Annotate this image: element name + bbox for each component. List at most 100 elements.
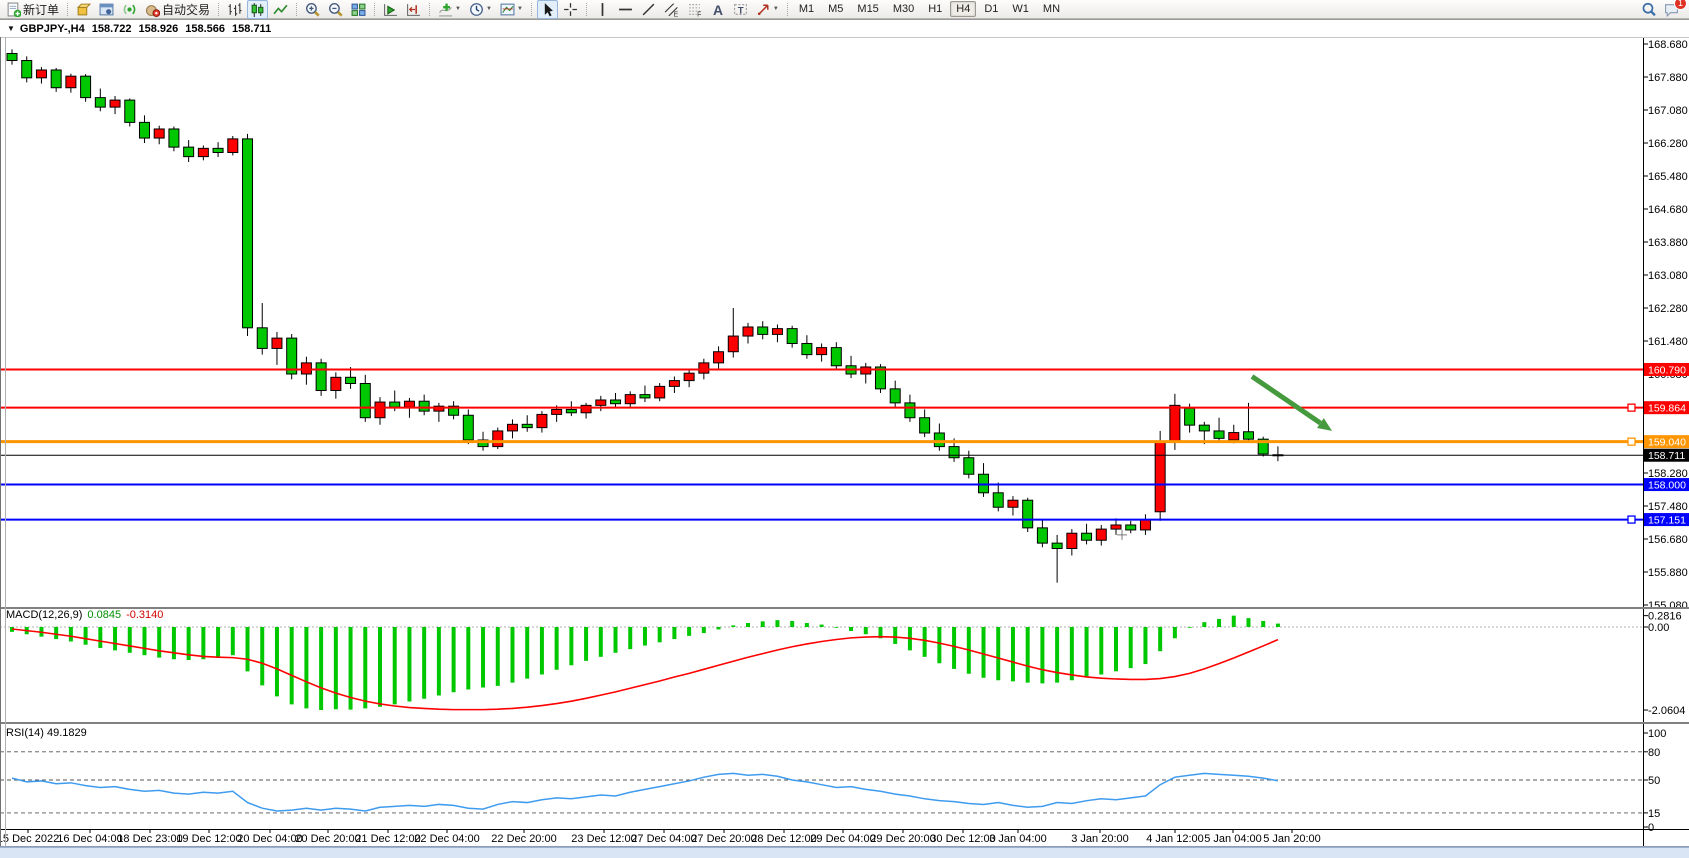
zoom-in-icon <box>306 2 320 17</box>
candle <box>1051 542 1063 549</box>
candle <box>963 457 975 475</box>
search-button[interactable] <box>1638 0 1659 19</box>
toolbar-separator <box>429 2 431 16</box>
candle <box>536 413 548 429</box>
hline-marker[interactable] <box>1627 515 1636 524</box>
timeframe-h4-button[interactable]: H4 <box>950 1 977 17</box>
autotrading-label: 自动交易 <box>162 2 211 17</box>
candle <box>742 326 754 337</box>
candle <box>6 52 18 61</box>
candle <box>1110 524 1122 530</box>
object-anchor-cross[interactable] <box>1117 529 1127 540</box>
fibonacci-icon: F <box>689 3 701 17</box>
signals-button[interactable] <box>119 0 140 19</box>
line-chart-mode-button[interactable] <box>270 0 291 19</box>
timeframe-m1-button[interactable]: M1 <box>798 3 815 15</box>
candlestick-mode-button[interactable] <box>247 0 269 19</box>
fibonacci-button[interactable]: F <box>684 0 705 19</box>
indicators-button[interactable]: ▼ <box>435 0 464 19</box>
autotrading-button[interactable]: 自动交易 <box>142 0 213 19</box>
candle <box>727 335 739 353</box>
crosshair-button[interactable] <box>560 0 581 19</box>
price-label-159.864: 159.864 <box>1644 401 1689 415</box>
candle <box>50 69 62 89</box>
price-label-158.000: 158.000 <box>1644 478 1689 492</box>
candle <box>80 75 92 99</box>
vertical-line-icon <box>601 2 604 16</box>
trendline-button[interactable] <box>638 0 659 19</box>
text-label-button[interactable]: T <box>730 0 751 19</box>
cursor-button[interactable] <box>536 0 558 19</box>
timeframe-m30-button[interactable]: M30 <box>892 3 915 15</box>
templates-button[interactable]: ▼ <box>497 0 526 19</box>
zoom-out-button[interactable] <box>325 0 346 19</box>
toolbar-separator <box>296 2 298 16</box>
charts-icon <box>76 3 92 15</box>
candle <box>551 408 563 415</box>
candle <box>904 402 916 419</box>
svg-text:157.151: 157.151 <box>1648 515 1686 527</box>
candle <box>948 446 960 459</box>
candle <box>448 405 460 416</box>
auto-scroll-button[interactable] <box>380 0 401 19</box>
search-icon <box>1642 2 1656 16</box>
tile-windows-button[interactable] <box>348 0 369 19</box>
rsi-pane[interactable] <box>0 724 1643 829</box>
arrows-button[interactable]: ▼ <box>753 0 782 19</box>
candle <box>1242 431 1254 440</box>
timeframe-d1-button[interactable]: D1 <box>984 3 999 15</box>
charts-button[interactable] <box>73 0 94 19</box>
vertical-line-button[interactable] <box>592 0 613 19</box>
notifications-button[interactable]: 1 <box>1661 0 1687 19</box>
candle <box>286 337 298 375</box>
indicators-icon <box>439 3 452 16</box>
timeframe-m15-button[interactable]: M15 <box>857 3 879 15</box>
equidistant-channel-button[interactable]: E <box>661 0 682 19</box>
candle <box>639 394 651 399</box>
timeframe-h1-button[interactable]: H1 <box>928 3 943 15</box>
periods-button[interactable]: ▼ <box>466 0 495 19</box>
chart-shift-button[interactable] <box>403 0 424 19</box>
text-button[interactable]: A <box>707 0 728 19</box>
svg-text:20 Dec 04:00: 20 Dec 04:00 <box>237 833 302 845</box>
candle <box>565 408 577 414</box>
candle <box>1198 424 1210 432</box>
candle <box>65 75 77 89</box>
svg-text:157.480: 157.480 <box>1648 501 1688 513</box>
macd-label: MACD(12,26,9) 0.0845 -0.3140 <box>6 609 163 621</box>
svg-text:80: 80 <box>1648 747 1660 759</box>
templates-dropdown-icon[interactable]: ▼ <box>516 6 523 12</box>
timeframe-w1-button[interactable]: W1 <box>1012 3 1029 15</box>
timeframe-m5-button[interactable]: M5 <box>828 3 844 15</box>
candle <box>374 401 386 419</box>
svg-text:158.280: 158.280 <box>1648 468 1688 480</box>
main-chart-pane[interactable] <box>0 38 1643 607</box>
bar-chart-mode-button[interactable] <box>224 0 245 19</box>
candle <box>698 362 710 374</box>
trend-arrow-annotation[interactable] <box>1250 374 1332 431</box>
indicators-dropdown-icon[interactable]: ▼ <box>455 6 461 12</box>
candle <box>992 492 1004 508</box>
candle <box>624 394 636 405</box>
hline-marker[interactable] <box>1627 403 1636 412</box>
channel-icon: E <box>664 2 679 17</box>
candle <box>138 121 150 139</box>
new-order-button[interactable]: 新订单 <box>3 0 62 19</box>
timeframe-mn-button[interactable]: MN <box>1042 3 1061 15</box>
arrows-dropdown-icon[interactable]: ▼ <box>772 6 779 12</box>
horizontal-line-button[interactable] <box>615 0 636 19</box>
macd-pane[interactable] <box>0 609 1643 722</box>
toolbar-separator <box>786 2 788 16</box>
svg-text:162.280: 162.280 <box>1648 303 1688 315</box>
price-label-157.151: 157.151 <box>1644 513 1689 527</box>
trendline-icon <box>642 3 655 15</box>
zoom-in-button[interactable] <box>302 0 323 19</box>
chart-symbol-dropdown-icon[interactable]: ▼ <box>7 24 15 33</box>
svg-text:22 Dec 20:00: 22 Dec 20:00 <box>491 833 556 845</box>
periods-dropdown-icon[interactable]: ▼ <box>485 6 492 12</box>
hline-marker[interactable] <box>1627 437 1636 446</box>
svg-text:159.864: 159.864 <box>1648 403 1686 415</box>
candle <box>183 146 195 158</box>
market-watch-button[interactable] <box>96 0 117 19</box>
